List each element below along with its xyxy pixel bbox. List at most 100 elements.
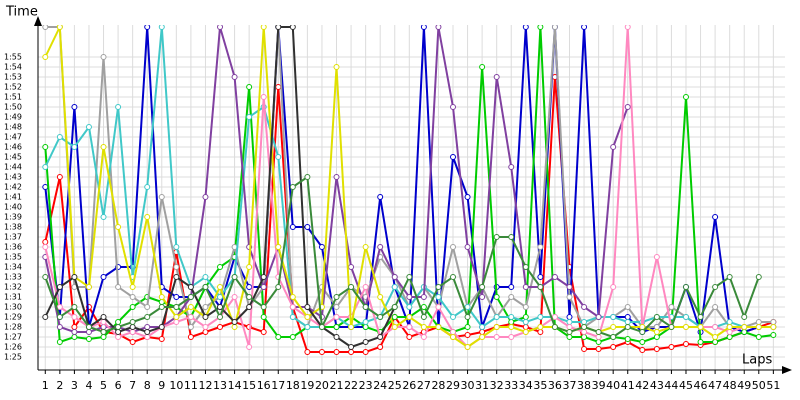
data-point (129, 294, 136, 300)
data-point (158, 336, 165, 342)
y-tick-label: 1:32 (4, 283, 22, 292)
data-point (362, 304, 369, 310)
data-point (85, 336, 92, 342)
data-point (712, 339, 719, 345)
data-point (187, 294, 194, 300)
data-point (391, 274, 398, 280)
data-point (406, 304, 413, 310)
data-point (450, 329, 456, 335)
x-tick-label: 29 (446, 379, 460, 392)
data-point (348, 264, 355, 270)
data-point (551, 274, 558, 280)
data-point (464, 244, 471, 250)
data-point (231, 294, 238, 300)
data-point (304, 324, 311, 330)
y-tick-label: 1:35 (4, 253, 22, 262)
data-point (566, 314, 573, 320)
data-point (275, 84, 282, 90)
y-tick-label: 1:50 (4, 103, 22, 112)
data-point (173, 274, 180, 280)
data-point (566, 324, 573, 330)
data-point (653, 346, 660, 352)
y-tick-label: 1:54 (4, 63, 22, 72)
data-point (85, 124, 92, 130)
data-point (508, 334, 515, 340)
data-point (42, 244, 49, 250)
y-tick-label: 1:38 (4, 223, 22, 232)
data-point (624, 104, 631, 110)
data-point (464, 194, 471, 200)
data-point (260, 284, 267, 290)
data-point (173, 264, 180, 270)
data-point (158, 304, 165, 310)
data-point (100, 329, 107, 335)
y-tick-label: 1:43 (4, 173, 22, 182)
data-point (726, 334, 733, 340)
data-point (493, 234, 500, 240)
data-point (144, 329, 151, 335)
x-tick-label: 16 (257, 379, 271, 392)
data-point (537, 329, 544, 335)
x-tick-label: 49 (737, 379, 751, 392)
x-tick-label: 39 (592, 379, 606, 392)
data-point (508, 319, 515, 325)
x-tick-label: 24 (373, 379, 387, 392)
data-point (712, 304, 719, 310)
data-point (348, 344, 355, 350)
data-point (246, 264, 253, 270)
data-point (668, 344, 675, 350)
x-tick-label: 13 (213, 379, 227, 392)
data-point (508, 164, 515, 170)
x-tick-label: 15 (242, 379, 256, 392)
data-point (56, 284, 63, 290)
x-tick-label: 35 (533, 379, 547, 392)
data-point (173, 304, 180, 310)
data-point (435, 284, 442, 290)
y-tick-label: 1:42 (4, 183, 22, 192)
data-point (42, 25, 49, 30)
data-point (508, 284, 515, 290)
data-point (100, 334, 107, 340)
x-tick-label: 19 (300, 379, 314, 392)
y-tick-label: 1:49 (4, 113, 22, 122)
data-point (551, 324, 558, 330)
y-tick-label: 1:28 (4, 323, 22, 332)
data-point (682, 94, 689, 100)
y-tick-label: 1:34 (4, 263, 22, 272)
y-axis-title: Time (5, 5, 38, 20)
data-point (71, 144, 78, 150)
data-point (362, 349, 369, 355)
data-point (581, 324, 588, 330)
data-point (566, 334, 573, 340)
data-point (362, 284, 369, 290)
data-point (71, 304, 78, 310)
data-point (697, 314, 704, 320)
data-point (289, 184, 296, 190)
x-tick-label: 51 (766, 379, 780, 392)
data-point (493, 334, 500, 340)
data-point (755, 324, 762, 330)
data-point (566, 319, 573, 325)
data-point (450, 154, 456, 160)
data-point (318, 324, 325, 330)
data-point (217, 304, 224, 310)
data-point (260, 304, 267, 310)
data-point (682, 314, 689, 320)
data-point (479, 329, 486, 335)
data-point (304, 349, 311, 355)
x-axis-title: Laps (742, 353, 772, 368)
data-point (202, 329, 209, 335)
x-tick-label: 42 (635, 379, 649, 392)
data-point (610, 284, 617, 290)
data-point (537, 274, 544, 280)
data-point (115, 319, 122, 325)
data-point (56, 314, 63, 320)
data-point (508, 314, 515, 320)
data-point (770, 324, 777, 330)
data-point (231, 324, 238, 330)
data-point (522, 25, 529, 30)
x-tick-label: 6 (115, 379, 122, 392)
data-point (479, 64, 486, 70)
data-point (42, 184, 49, 190)
